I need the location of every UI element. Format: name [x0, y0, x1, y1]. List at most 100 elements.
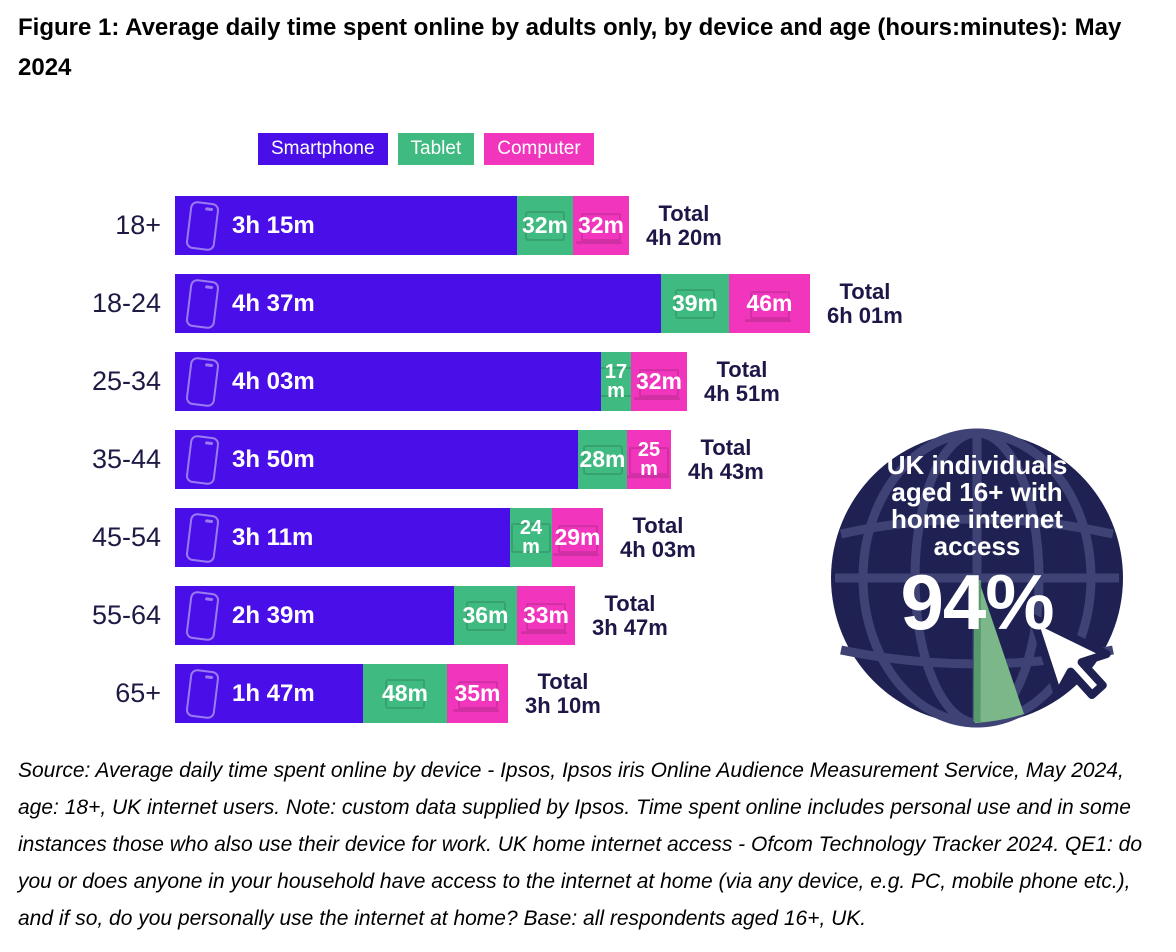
bar-row: 25-34 4h 03m 17 m 32m Total 4h 51m	[18, 352, 903, 411]
segment-label: 36m	[462, 602, 509, 628]
total-label: Total 4h 43m	[688, 434, 764, 484]
total-label: Total 4h 20m	[646, 200, 722, 250]
bar-row: 65+ 1h 47m 48m 35m Total 3h 10m	[18, 664, 903, 723]
segment-smartphone: 3h 11m	[175, 508, 510, 567]
segment-label: 25 m	[637, 438, 661, 480]
segment-label: 2h 39m	[232, 601, 315, 629]
laptop-icon	[576, 212, 622, 244]
segment-smartphone: 3h 50m	[175, 430, 578, 489]
segment-label: 32m	[521, 212, 569, 238]
smartphone-icon	[185, 199, 220, 252]
segment-tablet: 32m	[517, 196, 573, 255]
stacked-bar: 3h 50m 28m 25 m	[175, 430, 671, 489]
source-note: Source: Average daily time spent online …	[18, 759, 1143, 930]
laptop-icon	[521, 602, 567, 634]
tablet-icon	[385, 678, 425, 709]
segment-label: 39m	[671, 290, 719, 316]
segment-tablet: 48m	[363, 664, 447, 723]
segment-computer: 25 m	[627, 430, 671, 489]
tablet-icon	[511, 522, 551, 553]
smartphone-icon	[185, 277, 220, 330]
legend-chip-computer: Computer	[484, 133, 594, 165]
cursor-icon	[1028, 613, 1111, 700]
segment-computer: 35m	[447, 664, 508, 723]
segment-tablet: 36m	[454, 586, 517, 645]
internet-access-badge: UK individuals aged 16+ with home intern…	[827, 428, 1127, 732]
bar-row: 18-24 4h 37m 39m 46m Total 6h 01m	[18, 274, 903, 333]
segment-label: 48m	[381, 680, 429, 706]
tablet-icon	[465, 600, 506, 631]
total-label: Total 3h 10m	[525, 668, 601, 718]
segment-label: 32m	[635, 368, 683, 394]
stacked-bar: 3h 15m 32m 32m	[175, 196, 629, 255]
tablet-icon	[675, 288, 715, 319]
bar-row: 18+ 3h 15m 32m 32m Total 4h 20m	[18, 196, 903, 255]
segment-smartphone: 3h 15m	[175, 196, 517, 255]
age-label: 55-64	[91, 600, 161, 630]
age-label: 65+	[115, 678, 161, 708]
smartphone-icon	[185, 433, 220, 486]
laptop-icon	[744, 290, 791, 322]
total-label: Total 3h 47m	[592, 590, 668, 640]
total-label: Total 4h 03m	[620, 512, 696, 562]
bar-row: 35-44 3h 50m 28m 25 m Total 4h 43m	[18, 430, 903, 489]
bar-row: 55-64 2h 39m 36m 33m Total 3h 47m	[18, 586, 903, 645]
legend-label-tablet: Tablet	[410, 138, 462, 159]
legend-label-smartphone: Smartphone	[271, 138, 375, 159]
segment-label: 4h 03m	[232, 367, 315, 395]
age-label: 25-34	[91, 366, 161, 396]
stacked-bar: 4h 03m 17 m 32m	[175, 352, 687, 411]
smartphone-icon	[185, 667, 220, 720]
tablet-icon	[582, 444, 623, 475]
legend: Smartphone Tablet Computer	[258, 133, 594, 165]
wedge-shape	[975, 578, 1024, 723]
age-label: 35-44	[91, 444, 161, 474]
segment-tablet: 24 m	[510, 508, 552, 567]
segment-label: 3h 50m	[232, 445, 315, 473]
stacked-bar: 4h 37m 39m 46m	[175, 274, 810, 333]
smartphone-icon	[185, 589, 220, 642]
segment-smartphone: 1h 47m	[175, 664, 363, 723]
smartphone-icon	[185, 355, 220, 408]
segment-smartphone: 4h 03m	[175, 352, 601, 411]
tablet-icon	[601, 366, 631, 397]
segment-tablet: 39m	[661, 274, 729, 333]
laptop-icon	[552, 524, 599, 556]
laptop-icon	[634, 368, 680, 400]
segment-tablet: 17 m	[601, 352, 631, 411]
legend-label-computer: Computer	[497, 138, 581, 159]
segment-label: 24 m	[519, 516, 543, 558]
stacked-bar: 2h 39m 36m 33m	[175, 586, 575, 645]
laptop-icon	[627, 446, 670, 478]
segment-label: 46m	[746, 290, 793, 316]
segment-label: 1h 47m	[232, 679, 315, 707]
segment-smartphone: 4h 37m	[175, 274, 661, 333]
segment-label: 4h 37m	[232, 289, 315, 317]
age-label: 45-54	[91, 522, 161, 552]
segment-label: 35m	[454, 680, 501, 706]
segment-label: 28m	[579, 446, 626, 472]
stacked-bar: 1h 47m 48m 35m	[175, 664, 508, 723]
segment-label: 29m	[554, 524, 601, 550]
total-label: Total 4h 51m	[704, 356, 780, 406]
segment-label: 33m	[522, 602, 570, 628]
figure-title: Figure 1: Average daily time spent onlin…	[18, 14, 1122, 81]
smartphone-icon	[185, 511, 220, 564]
segment-computer: 32m	[573, 196, 629, 255]
laptop-icon	[452, 680, 499, 712]
segment-smartphone: 2h 39m	[175, 586, 454, 645]
age-label: 18-24	[91, 288, 161, 318]
segment-label: 3h 15m	[232, 211, 315, 239]
bar-chart: 18+ 3h 15m 32m 32m Total 4h 20m 18-24 4h 37m 39m…	[18, 196, 903, 742]
tablet-icon	[525, 210, 565, 241]
segment-computer: 32m	[631, 352, 687, 411]
age-label: 18+	[115, 210, 161, 240]
total-label: Total 6h 01m	[827, 278, 903, 328]
bar-row: 45-54 3h 11m 24 m 29m Total 4h 03m	[18, 508, 903, 567]
globe-icon	[831, 428, 1123, 728]
segment-label: 32m	[577, 212, 625, 238]
segment-computer: 29m	[552, 508, 603, 567]
segment-computer: 33m	[517, 586, 575, 645]
segment-label: 17 m	[604, 360, 628, 402]
